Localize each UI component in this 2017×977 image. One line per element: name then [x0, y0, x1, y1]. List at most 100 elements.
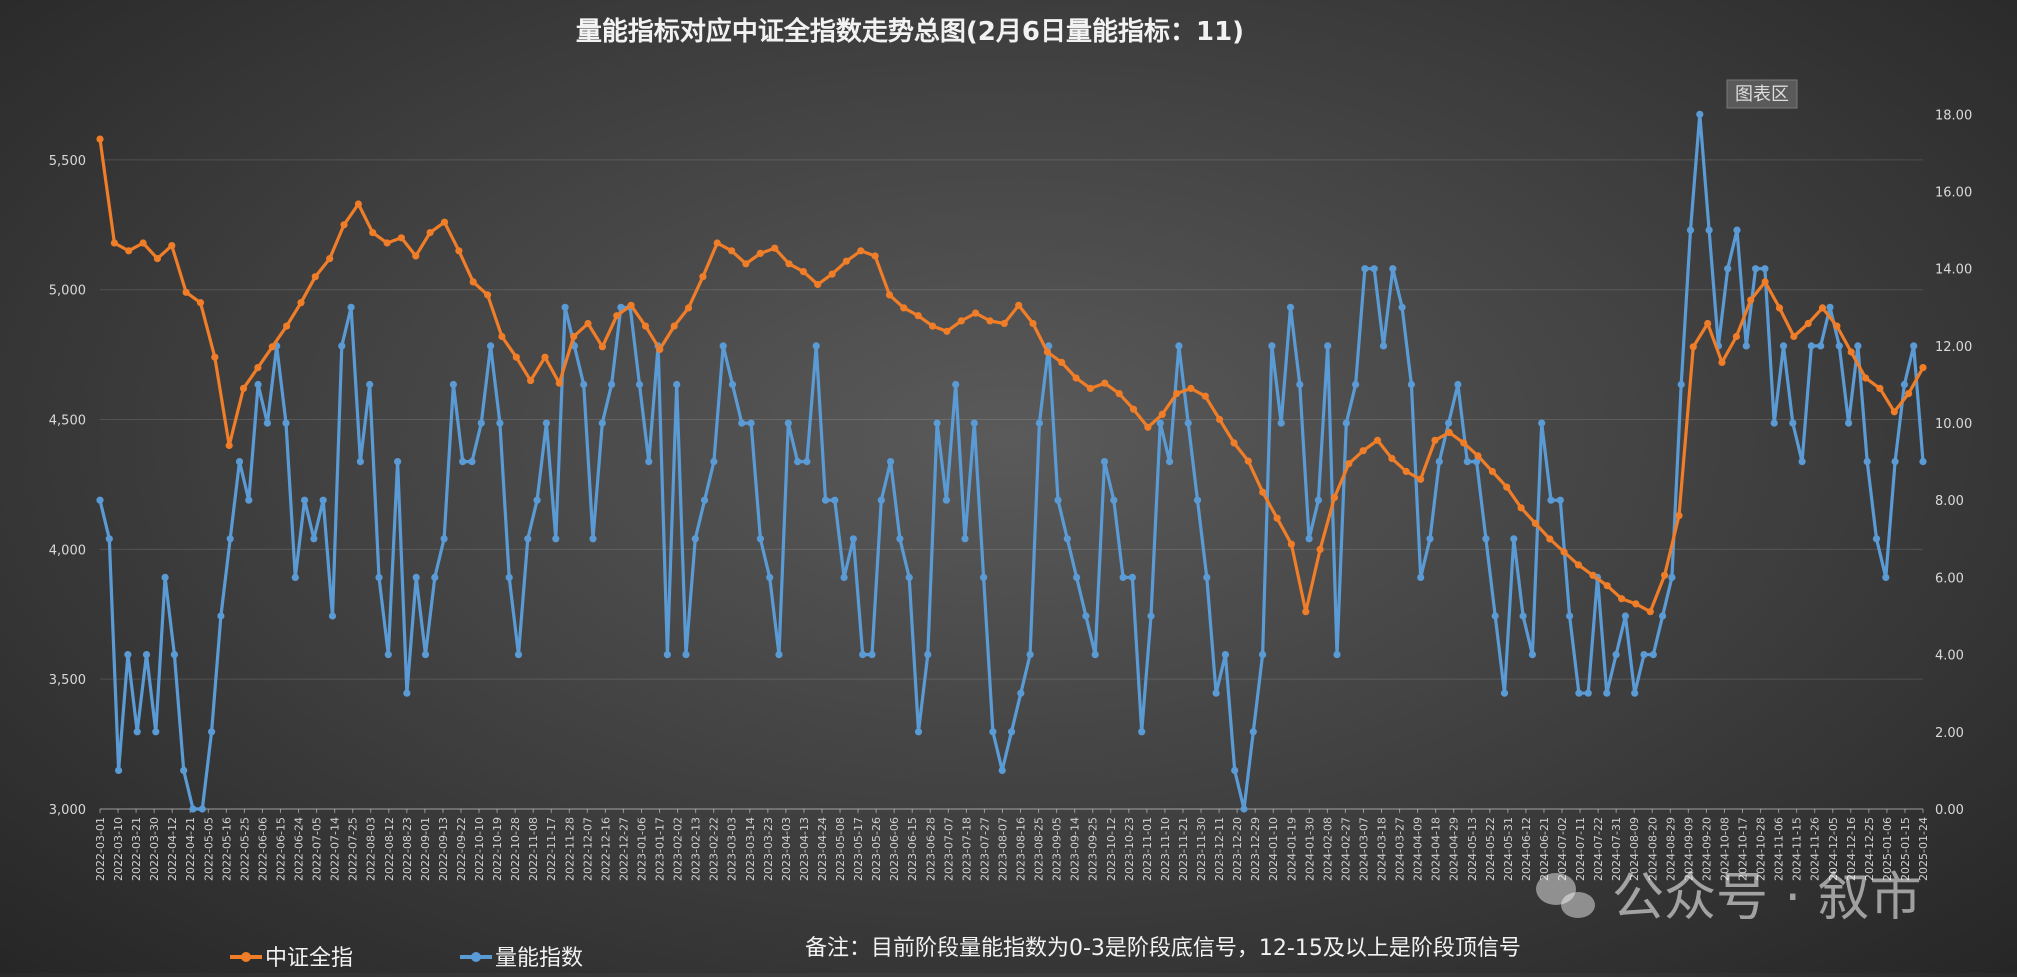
data-point — [842, 257, 851, 265]
data-point — [198, 805, 206, 813]
right-y-tick-label: 10.00 — [1935, 417, 1972, 432]
x-tick-label: 2024-10-28 — [1755, 817, 1768, 881]
data-point — [533, 496, 541, 504]
data-point — [1491, 612, 1499, 620]
data-point — [347, 303, 355, 311]
data-point — [412, 252, 420, 260]
data-point — [375, 573, 383, 582]
data-point — [105, 535, 113, 543]
data-point — [1686, 226, 1695, 234]
data-point — [459, 458, 467, 466]
data-point — [900, 304, 908, 312]
data-point — [208, 728, 216, 736]
data-point — [598, 419, 606, 427]
data-point — [1733, 226, 1741, 234]
x-tick-label: 2024-03-07 — [1357, 817, 1370, 881]
data-point — [449, 380, 457, 389]
data-point — [282, 419, 290, 427]
data-point — [877, 496, 885, 504]
legend-item-volume-index[interactable]: 量能指数 — [460, 946, 583, 971]
data-point — [584, 319, 592, 328]
x-tick-label: 2023-10-12 — [1105, 817, 1118, 881]
x-tick-label: 2022-06-24 — [293, 817, 306, 881]
data-point — [608, 380, 616, 389]
data-point — [1891, 458, 1899, 466]
x-tick-label: 2024-09-09 — [1682, 817, 1695, 881]
data-point — [1073, 573, 1081, 582]
data-point — [957, 317, 965, 325]
x-tick-label: 2025-01-24 — [1917, 817, 1930, 881]
data-point — [1546, 535, 1554, 543]
data-point — [656, 345, 664, 353]
x-tick-label: 2022-03-30 — [148, 817, 161, 881]
legend-label-csi-all: 中证全指 — [265, 946, 353, 971]
data-point — [1646, 608, 1654, 616]
x-tick-label: 2022-03-01 — [94, 817, 107, 881]
x-tick-label: 2022-05-25 — [238, 817, 251, 881]
chart-area-tooltip — [1726, 79, 1798, 109]
data-point — [1166, 458, 1174, 466]
data-point — [1101, 379, 1109, 387]
data-point — [211, 353, 219, 361]
x-tick-label: 2023-06-06 — [888, 817, 901, 881]
data-point — [775, 651, 783, 659]
data-point — [152, 728, 160, 736]
data-point — [1589, 571, 1597, 579]
data-point — [354, 200, 362, 208]
x-tick-label: 2024-11-26 — [1809, 817, 1822, 881]
data-point — [356, 458, 364, 466]
data-point — [96, 135, 104, 143]
data-point — [527, 377, 535, 385]
data-point — [933, 419, 941, 427]
data-point — [645, 458, 653, 466]
x-tick-label: 2023-01-17 — [654, 817, 667, 881]
data-point — [1273, 514, 1281, 522]
data-point — [943, 327, 951, 335]
x-tick-label: 2022-08-23 — [401, 817, 414, 881]
data-point — [1677, 380, 1685, 389]
data-point — [1100, 458, 1109, 466]
data-point — [1732, 332, 1740, 341]
data-point — [254, 364, 262, 372]
right-y-tick-label: 2.00 — [1935, 726, 1964, 741]
data-point — [1342, 419, 1350, 427]
data-point — [1556, 496, 1564, 504]
x-tick-label: 2023-04-13 — [798, 817, 811, 881]
data-point — [682, 651, 690, 659]
data-point — [1854, 342, 1862, 350]
x-tick-label: 2023-04-03 — [780, 817, 793, 881]
right-y-tick-label: 8.00 — [1935, 494, 1964, 509]
data-point — [1528, 651, 1536, 659]
data-point — [1919, 364, 1927, 372]
data-point — [896, 535, 904, 543]
data-point — [1798, 458, 1806, 466]
data-point — [1221, 651, 1229, 659]
data-point — [133, 728, 141, 736]
series-line — [98, 138, 1925, 614]
data-point — [1500, 689, 1509, 697]
x-tick-label: 2024-02-27 — [1339, 817, 1352, 881]
data-point — [1407, 380, 1415, 389]
data-point — [477, 419, 485, 427]
data-point — [1435, 458, 1443, 466]
data-point — [699, 273, 707, 281]
data-point — [1026, 651, 1034, 659]
x-tick-label: 2023-12-11 — [1213, 817, 1226, 881]
data-point — [673, 380, 681, 389]
data-point — [952, 380, 960, 389]
data-point — [1259, 488, 1267, 496]
x-tick-label: 2022-07-14 — [329, 817, 342, 881]
x-tick-label: 2024-11-15 — [1791, 817, 1804, 881]
data-point — [1659, 612, 1667, 620]
x-tick-label: 2023-06-15 — [906, 817, 919, 881]
x-tick-label: 2022-09-01 — [419, 817, 432, 881]
x-tick-label: 2022-07-25 — [347, 817, 360, 881]
left-y-tick-label: 3,500 — [49, 673, 86, 688]
data-point — [496, 419, 504, 427]
x-tick-label: 2022-11-28 — [563, 817, 576, 881]
legend-item-csi-all[interactable]: 中证全指 — [230, 946, 353, 971]
data-point — [756, 249, 764, 257]
data-point — [1790, 332, 1798, 341]
x-tick-label: 2024-01-30 — [1303, 817, 1316, 881]
data-point — [989, 728, 997, 736]
